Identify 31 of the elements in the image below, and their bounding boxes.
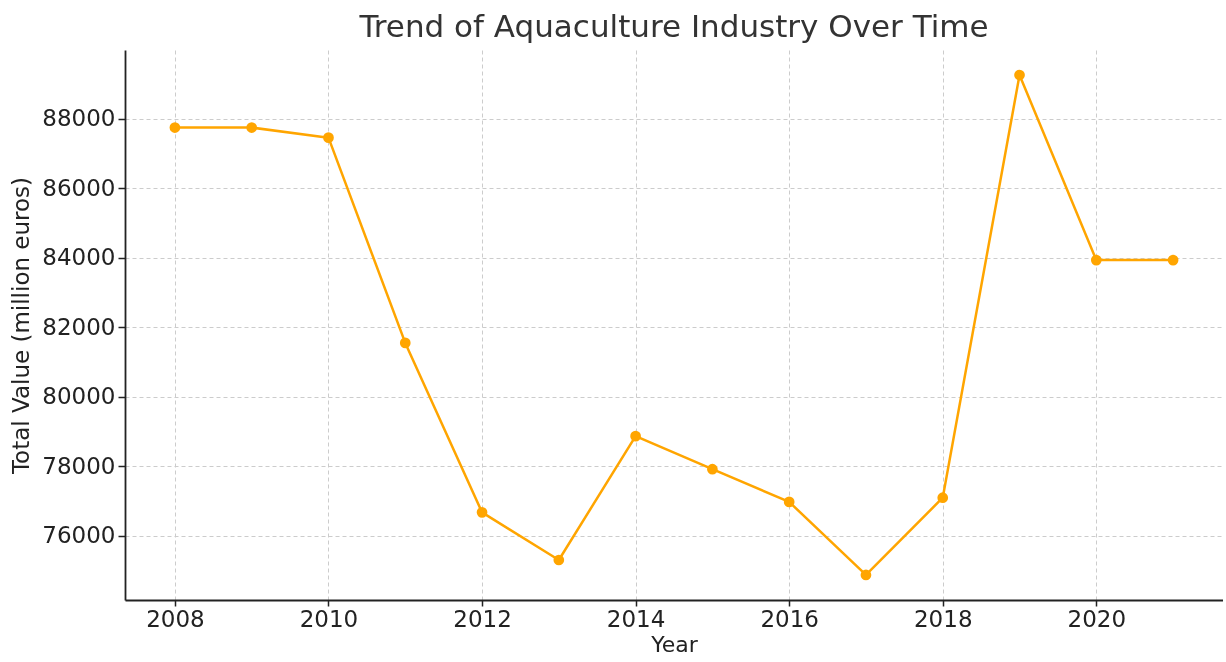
point (630, 430, 641, 442)
y-tick-label: 86000 (42, 174, 116, 201)
point (323, 132, 334, 144)
point (169, 122, 181, 133)
chart-title: Trend of Aquaculture Industry Over Time (358, 8, 989, 44)
y-tick-label: 78000 (42, 452, 116, 479)
point (783, 496, 795, 508)
y-axis-title: Total Value (million euros) (8, 176, 35, 476)
x-axis-title: Year (650, 631, 699, 657)
y-tick-label: 82000 (42, 313, 116, 340)
point (860, 569, 872, 581)
x-tick-label: 2010 (299, 605, 359, 632)
x-tick-label: 2018 (913, 605, 973, 632)
x-tick-label: 2014 (606, 605, 666, 632)
point (1090, 254, 1102, 266)
point (707, 463, 718, 475)
point (553, 554, 565, 566)
point (399, 337, 411, 349)
point (476, 506, 488, 518)
x-tick-label: 2008 (146, 605, 205, 632)
y-tick-label: 76000 (42, 522, 116, 549)
x-tick-label: 2020 (1067, 605, 1127, 632)
point (1167, 254, 1179, 266)
point (1014, 69, 1025, 81)
x-tick-label: 2016 (760, 605, 819, 632)
point (246, 122, 258, 133)
x-tick-label: 2012 (453, 605, 512, 632)
y-tick-label: 84000 (42, 244, 116, 271)
y-tick-label: 80000 (42, 383, 116, 410)
y-tick-label: 88000 (42, 105, 116, 132)
point (937, 492, 949, 504)
